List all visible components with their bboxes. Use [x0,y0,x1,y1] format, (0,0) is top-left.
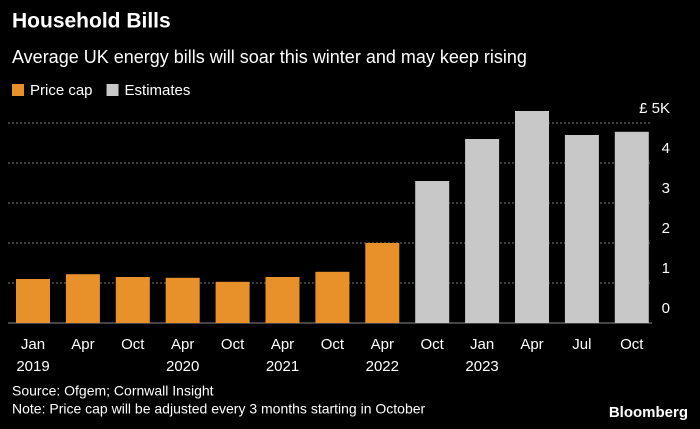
x-tick-label: Jan [470,336,494,353]
x-tick-label: Jan [21,336,45,353]
bar [265,277,300,323]
x-tick-label: Oct [421,336,445,353]
source: Source: Ofgem; Cornwall Insight [12,383,214,399]
x-tick-label: Apr [520,336,543,353]
y-tick-label: 0 [662,300,670,317]
x-tick-year: 2020 [166,358,199,375]
bar [614,131,649,323]
y-tick-label: £ 5K [639,100,670,117]
x-tick-label: Oct [620,336,644,353]
x-tick-label: Oct [121,336,145,353]
x-tick-label: Jul [572,336,591,353]
bar [465,139,500,323]
bar [515,111,549,323]
bar [215,281,250,323]
x-tick-label: Oct [321,336,345,353]
x-tick-year: 2022 [366,358,399,375]
x-tick-label: Apr [271,336,294,353]
bar [115,277,150,323]
legend-label: Price cap [30,82,93,99]
bar [65,274,100,323]
bar [16,279,50,323]
bar [415,181,450,323]
brand: Bloomberg [609,404,688,421]
x-tick-year: 2023 [465,358,498,375]
x-tick-year: 2021 [266,358,299,375]
x-tick-label: Apr [71,336,94,353]
x-tick-label: Apr [171,336,194,353]
legend-swatch [12,84,24,96]
note: Note: Price cap will be adjusted every 3… [12,401,426,417]
x-tick-year: 2019 [16,358,49,375]
legend-label: Estimates [125,82,191,99]
x-tick-label: Oct [221,336,245,353]
bar [564,135,599,323]
legend-swatch [106,84,119,96]
y-tick-label: 3 [662,180,670,197]
bar [365,243,400,323]
y-tick-label: 2 [662,220,670,237]
chart-title: Household Bills [12,10,171,33]
x-tick-label: Apr [371,336,394,353]
y-tick-label: 4 [662,140,670,157]
y-tick-label: 1 [662,260,670,277]
chart-subtitle: Average UK energy bills will soar this w… [12,47,527,67]
bar [165,277,200,323]
bar [315,271,350,323]
